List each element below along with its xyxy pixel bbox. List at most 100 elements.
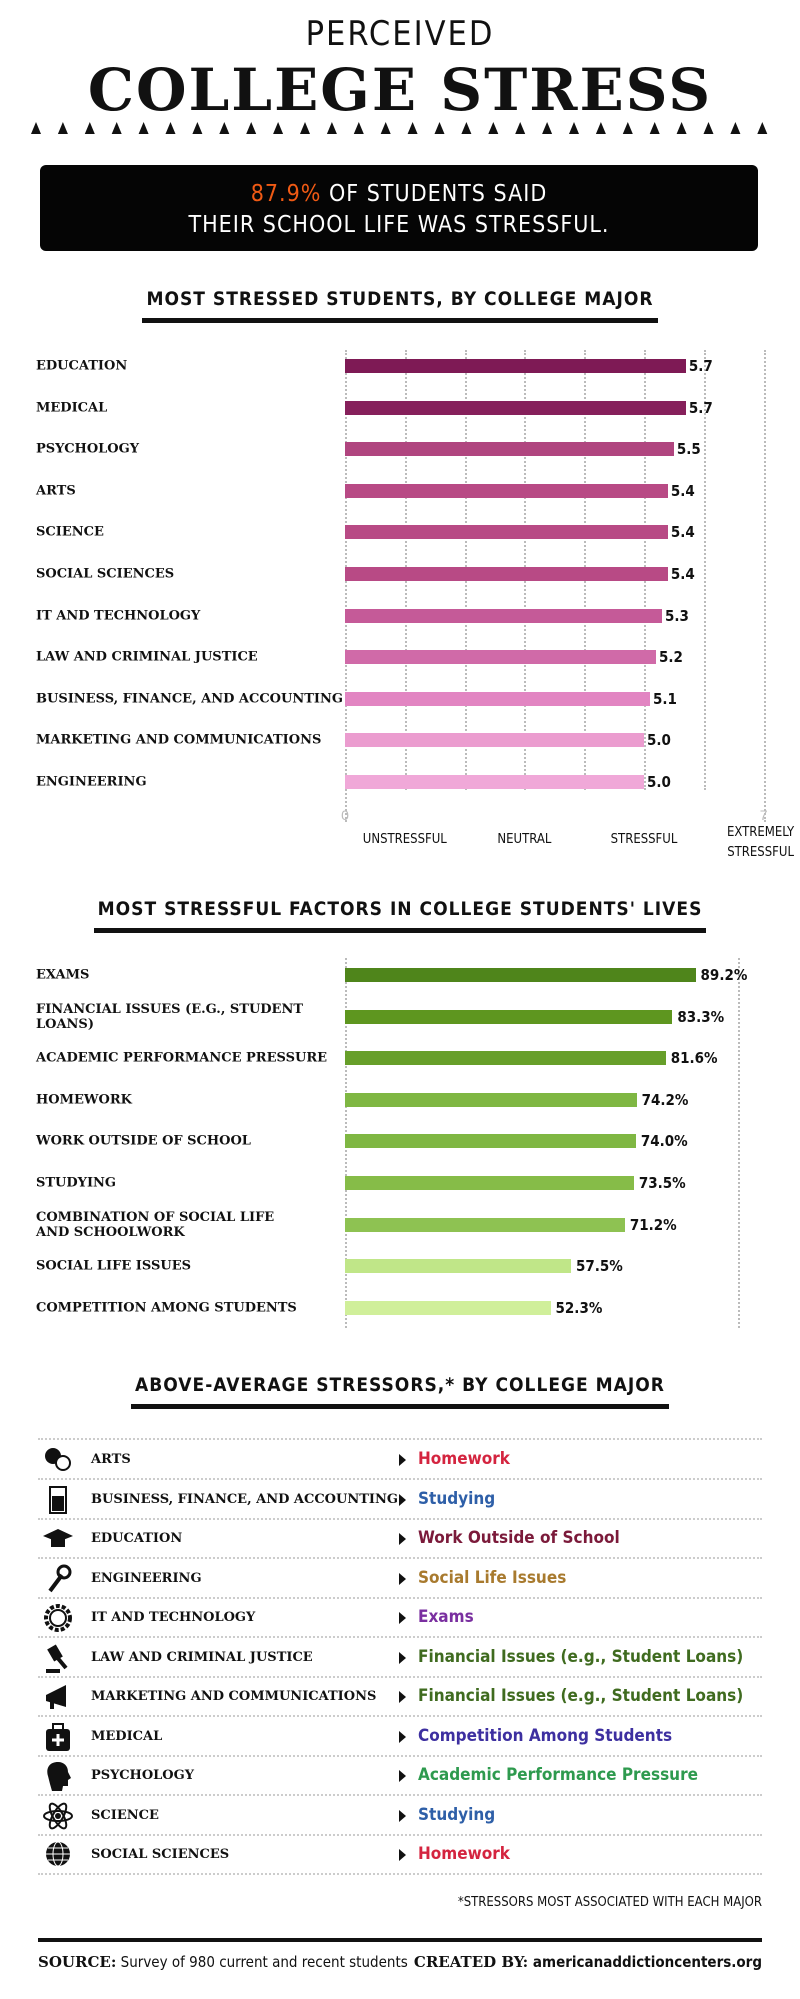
triangle-mark bbox=[515, 122, 526, 134]
caret-right-icon bbox=[399, 1454, 406, 1466]
value-label: 81.6% bbox=[670, 1049, 718, 1068]
bar bbox=[345, 1300, 551, 1315]
triangle-mark bbox=[407, 122, 418, 134]
triangle-mark bbox=[730, 122, 741, 134]
credit: CREATED BY: americanaddictioncenters.org bbox=[413, 1953, 762, 1971]
gavel-icon bbox=[46, 1643, 68, 1673]
stressor-label: Academic Performance Pressure bbox=[418, 1765, 698, 1785]
list-item: EDUCATION Work Outside of School bbox=[38, 1519, 762, 1559]
globe-icon bbox=[46, 1841, 70, 1867]
triangle-mark bbox=[595, 122, 606, 134]
gridline bbox=[345, 350, 347, 822]
value-label: 57.5% bbox=[575, 1257, 623, 1276]
category-label: EXAMS bbox=[36, 967, 90, 983]
stressor-label: Studying bbox=[418, 1488, 496, 1509]
stat-highlight: 87.9% bbox=[250, 181, 322, 207]
bar bbox=[345, 733, 644, 748]
list-item: SOCIAL SCIENCES Homework bbox=[38, 1835, 762, 1875]
stressor-label: Exams bbox=[418, 1607, 474, 1627]
value-label: 89.2% bbox=[700, 966, 748, 984]
triangle-divider bbox=[31, 122, 768, 134]
bar bbox=[345, 1217, 625, 1232]
major-label: IT AND TECHNOLOGY bbox=[91, 1610, 256, 1625]
major-label: SCIENCE bbox=[91, 1807, 159, 1823]
triangle-mark bbox=[111, 122, 122, 134]
major-label: MEDICAL bbox=[91, 1728, 163, 1744]
triangle-mark bbox=[353, 122, 364, 134]
major-label: PSYCHOLOGY bbox=[91, 1768, 195, 1783]
caret-right-icon bbox=[399, 1651, 406, 1664]
category-label: IT AND TECHNOLOGY bbox=[36, 608, 201, 624]
bar bbox=[345, 968, 696, 982]
bar bbox=[345, 1051, 666, 1066]
list-item: MARKETING AND COMMUNICATIONS Financial I… bbox=[38, 1677, 762, 1717]
megaphone-icon bbox=[46, 1685, 66, 1709]
tick-label: 7 bbox=[759, 807, 768, 823]
triangle-mark bbox=[165, 122, 176, 134]
value-label: 5.1 bbox=[652, 689, 677, 708]
triangle-mark bbox=[488, 122, 499, 134]
head-icon bbox=[47, 1762, 71, 1791]
caret-right-icon bbox=[399, 1770, 406, 1782]
major-label: EDUCATION bbox=[91, 1531, 183, 1546]
value-label: 71.2% bbox=[629, 1215, 677, 1234]
bar bbox=[345, 483, 668, 498]
triangle-mark bbox=[31, 122, 41, 134]
chart1-title: MOST STRESSED STUDENTS, BY COLLEGE MAJOR bbox=[0, 288, 800, 323]
triangle-mark bbox=[461, 122, 472, 134]
bar bbox=[345, 442, 674, 457]
value-label: 83.3% bbox=[677, 1007, 725, 1026]
triangle-mark bbox=[246, 122, 257, 134]
stat-banner: 87.9% OF STUDENTS SAID THEIR SCHOOL LIFE… bbox=[40, 165, 758, 251]
major-label: ENGINEERING bbox=[91, 1570, 202, 1586]
value-label: 5.7 bbox=[688, 398, 713, 417]
bar bbox=[345, 525, 668, 540]
value-label: 5.4 bbox=[670, 565, 695, 583]
value-label: 5.0 bbox=[647, 731, 671, 750]
wrench-icon bbox=[48, 1564, 72, 1592]
category-label: ARTS bbox=[36, 483, 76, 499]
stressors-title: ABOVE-AVERAGE STRESSORS,* BY COLLEGE MAJ… bbox=[0, 1374, 800, 1409]
gridline bbox=[703, 350, 706, 790]
category-label: PSYCHOLOGY bbox=[36, 441, 140, 457]
bar bbox=[345, 1259, 571, 1274]
bar bbox=[345, 1092, 637, 1107]
stressor-label: Competition Among Students bbox=[418, 1725, 673, 1746]
triangle-mark bbox=[434, 122, 445, 134]
category-label: MARKETING AND COMMUNICATIONS bbox=[36, 732, 322, 748]
triangle-mark bbox=[219, 122, 230, 134]
value-label: 73.5% bbox=[638, 1174, 686, 1192]
value-label: 5.5 bbox=[676, 440, 701, 459]
triangle-mark bbox=[380, 122, 391, 134]
triangle-mark bbox=[649, 122, 660, 134]
caret-right-icon bbox=[399, 1612, 406, 1624]
category-label: SOCIAL SCIENCES bbox=[36, 566, 175, 582]
major-label: SOCIAL SCIENCES bbox=[91, 1847, 230, 1862]
triangle-mark bbox=[326, 122, 337, 134]
major-label: MARKETING AND COMMUNICATIONS bbox=[91, 1689, 377, 1704]
caret-right-icon bbox=[399, 1533, 406, 1545]
list-item: MEDICAL Competition Among Students bbox=[38, 1717, 762, 1757]
category-label: BUSINESS, FINANCE, AND ACCOUNTING bbox=[36, 691, 343, 707]
stressor-label: Studying bbox=[418, 1804, 496, 1825]
caret-right-icon bbox=[399, 1730, 406, 1743]
value-label: 5.3 bbox=[664, 606, 689, 625]
value-label: 5.4 bbox=[670, 523, 695, 542]
triangle-mark bbox=[569, 122, 579, 134]
stressor-label: Financial Issues (e.g., Student Loans) bbox=[418, 1686, 744, 1706]
stat-text-1: OF STUDENTS SAID bbox=[321, 181, 548, 207]
triangle-mark bbox=[84, 122, 95, 134]
triangle-mark bbox=[138, 122, 149, 134]
category-label: SOCIAL LIFE ISSUES bbox=[36, 1258, 191, 1274]
stressor-label: Homework bbox=[418, 1449, 510, 1469]
bar bbox=[345, 691, 650, 706]
caret-right-icon bbox=[399, 1493, 406, 1506]
triangle-mark bbox=[676, 122, 687, 134]
list-item: SCIENCE Studying bbox=[38, 1796, 762, 1836]
category-label: COMPETITION AMONG STUDENTS bbox=[36, 1300, 297, 1316]
calculator-icon bbox=[49, 1485, 67, 1514]
value-label: 74.2% bbox=[641, 1090, 689, 1109]
theater-masks-icon bbox=[45, 1448, 71, 1471]
triangle-mark bbox=[300, 122, 310, 134]
scale-label: EXTREMELY STRESSFUL bbox=[726, 825, 795, 860]
